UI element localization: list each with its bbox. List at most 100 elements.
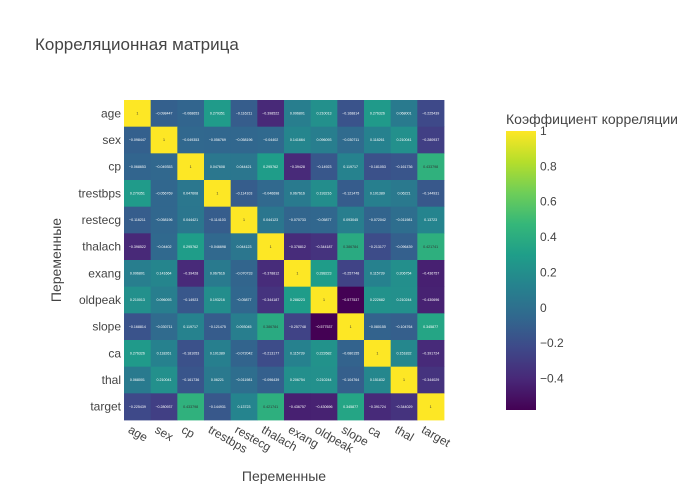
cell-value-label: 1 bbox=[376, 352, 378, 356]
heatmap-cell bbox=[204, 286, 232, 314]
cell-value-label: −0.058196 bbox=[235, 138, 252, 142]
heatmap-cell bbox=[310, 286, 338, 314]
heatmap-cell bbox=[364, 153, 392, 181]
cell-value-label: 1 bbox=[216, 192, 218, 196]
cell-value-label: −0.080155 bbox=[369, 325, 386, 329]
x-tick-label: cp bbox=[179, 422, 197, 441]
cell-value-label: 0.119717 bbox=[343, 165, 358, 169]
cell-value-label: 0.222682 bbox=[370, 298, 385, 302]
cell-value-label: −0.05877 bbox=[236, 298, 251, 302]
y-tick-label: exang bbox=[88, 266, 121, 280]
cell-value-label: 0.210041 bbox=[157, 378, 172, 382]
cell-value-label: −0.213177 bbox=[262, 352, 279, 356]
heatmap-cell bbox=[417, 126, 445, 154]
cell-value-label: 0.118261 bbox=[370, 138, 385, 142]
heatmap-cell bbox=[417, 313, 445, 341]
cell-value-label: −0.378812 bbox=[262, 272, 279, 276]
colorbar-tick-label: −0.4 bbox=[540, 372, 564, 386]
cell-value-label: 0.210244 bbox=[317, 378, 332, 382]
heatmap-cell bbox=[124, 233, 152, 261]
cell-value-label: 0.210013 bbox=[317, 112, 332, 116]
cell-value-label: −0.14923 bbox=[183, 298, 198, 302]
heatmap-cell bbox=[204, 393, 232, 421]
heatmap-cell bbox=[390, 233, 418, 261]
cell-value-label: 0.288223 bbox=[290, 298, 305, 302]
heatmap-cell bbox=[337, 180, 365, 208]
heatmap-cell bbox=[390, 340, 418, 368]
cell-value-label: −0.398522 bbox=[262, 112, 279, 116]
heatmap-cell bbox=[364, 206, 392, 234]
heatmap-cell bbox=[417, 206, 445, 234]
cell-value-label: 0.096093 bbox=[317, 138, 332, 142]
cell-value-label: 0.118261 bbox=[157, 352, 172, 356]
heatmap-cell bbox=[417, 286, 445, 314]
cell-value-label: 0.101389 bbox=[210, 352, 225, 356]
heatmap-cell bbox=[417, 366, 445, 394]
cell-value-label: 0.210013 bbox=[130, 298, 145, 302]
heatmap-cell bbox=[364, 393, 392, 421]
heatmap-cell bbox=[417, 393, 445, 421]
heatmap-cell bbox=[337, 260, 365, 288]
cell-value-label: −0.378812 bbox=[289, 245, 306, 249]
cell-value-label: −0.096439 bbox=[395, 245, 412, 249]
cell-value-label: −0.144931 bbox=[209, 405, 226, 409]
cell-value-label: 0.096801 bbox=[290, 112, 305, 116]
cell-value-label: −0.144931 bbox=[422, 192, 439, 196]
cell-value-label: −0.577537 bbox=[342, 298, 359, 302]
cell-value-label: 1 bbox=[430, 405, 432, 409]
heatmap-cell bbox=[364, 233, 392, 261]
cell-value-label: 0.141664 bbox=[157, 272, 172, 276]
cell-value-label: −0.049353 bbox=[155, 165, 172, 169]
heatmap-cell bbox=[310, 313, 338, 341]
cell-value-label: 0.093045 bbox=[237, 325, 252, 329]
heatmap-cell bbox=[150, 313, 178, 341]
cell-value-label: 1 bbox=[350, 325, 352, 329]
heatmap-cell bbox=[150, 366, 178, 394]
heatmap-cell bbox=[284, 366, 312, 394]
colorbar-tick-label: 0.8 bbox=[540, 159, 557, 173]
cell-value-label: 0.386784 bbox=[263, 325, 278, 329]
y-axis-title: Переменные bbox=[48, 218, 64, 302]
colorbar bbox=[506, 131, 536, 410]
heatmap-cell bbox=[284, 126, 312, 154]
cell-value-label: 0.433798 bbox=[423, 165, 438, 169]
cell-value-label: −0.116211 bbox=[236, 112, 253, 116]
heatmap-cell bbox=[364, 340, 392, 368]
heatmap-cell bbox=[177, 313, 205, 341]
cell-value-label: 0.096093 bbox=[157, 298, 172, 302]
cell-value-label: 0.044421 bbox=[237, 165, 252, 169]
heatmap-cell bbox=[337, 313, 365, 341]
heatmap-cell bbox=[230, 366, 258, 394]
y-tick-label: thal bbox=[102, 373, 121, 387]
heatmap-cell bbox=[284, 153, 312, 181]
heatmap-cell bbox=[364, 100, 392, 128]
heatmap-cell bbox=[204, 100, 232, 128]
heatmap-cell bbox=[177, 260, 205, 288]
heatmap-cell bbox=[230, 233, 258, 261]
heatmap-cell bbox=[177, 393, 205, 421]
heatmap-cell bbox=[230, 126, 258, 154]
cell-value-label: −0.39428 bbox=[290, 165, 305, 169]
heatmap-cell bbox=[124, 206, 152, 234]
heatmap-cell bbox=[150, 340, 178, 368]
heatmap-cell bbox=[257, 393, 285, 421]
cell-value-label: −0.436757 bbox=[422, 272, 439, 276]
heatmap-cell bbox=[257, 100, 285, 128]
heatmap-cell bbox=[257, 286, 285, 314]
heatmap-cell bbox=[204, 206, 232, 234]
cell-value-label: −0.391724 bbox=[369, 405, 386, 409]
cell-value-label: 0.222682 bbox=[317, 352, 332, 356]
cell-value-label: 0.101389 bbox=[370, 192, 385, 196]
cell-value-label: 0.044123 bbox=[263, 218, 278, 222]
cell-value-label: −0.181053 bbox=[369, 165, 386, 169]
heatmap-cell bbox=[257, 340, 285, 368]
cell-value-label: 0.044123 bbox=[237, 245, 252, 249]
cell-value-label: −0.181053 bbox=[182, 352, 199, 356]
heatmap-cell bbox=[150, 393, 178, 421]
y-tick-label: restecg bbox=[82, 213, 121, 227]
heatmap-cell bbox=[257, 233, 285, 261]
cell-value-label: −0.430696 bbox=[315, 405, 332, 409]
heatmap-cell bbox=[284, 286, 312, 314]
cell-value-label: −0.046698 bbox=[262, 192, 279, 196]
cell-value-label: −0.098447 bbox=[129, 138, 146, 142]
